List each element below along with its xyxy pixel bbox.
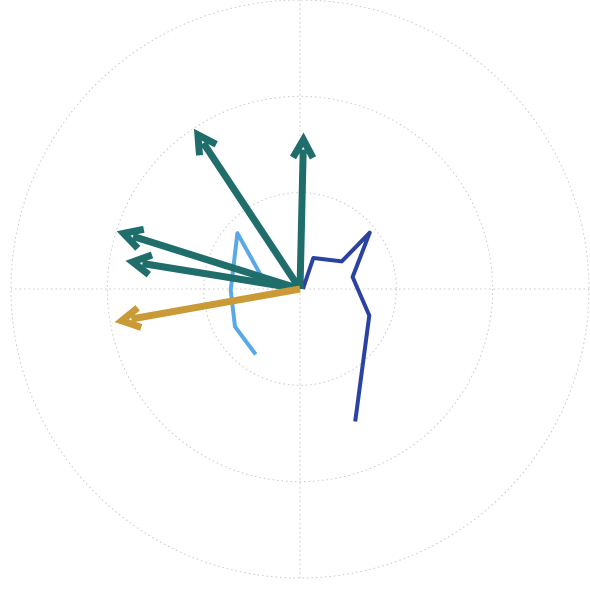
polar-arrow-layer — [122, 135, 313, 328]
arrow-5 — [122, 289, 300, 327]
arrow-shaft — [300, 150, 303, 289]
arrow-2 — [198, 135, 300, 289]
series-line-1 — [303, 233, 370, 422]
arrow-shaft — [131, 289, 300, 319]
arrow-shaft — [203, 143, 300, 289]
